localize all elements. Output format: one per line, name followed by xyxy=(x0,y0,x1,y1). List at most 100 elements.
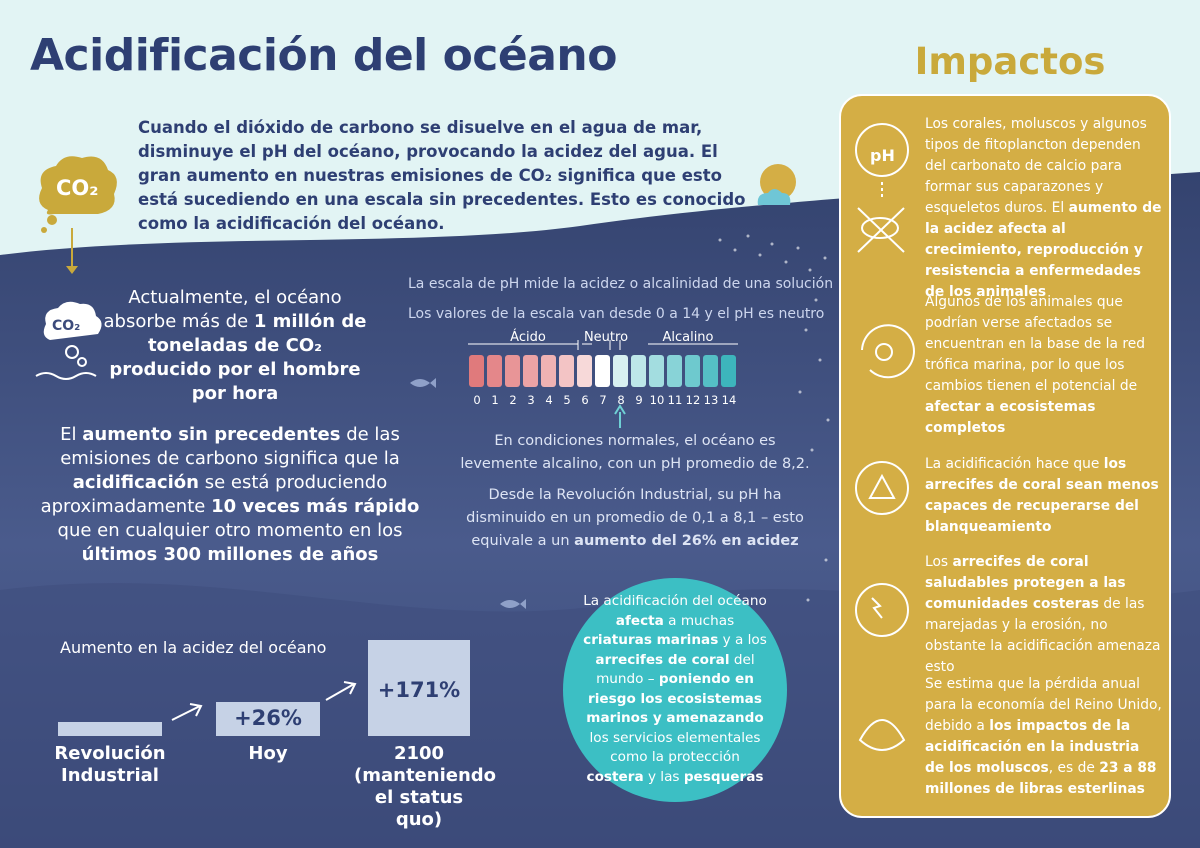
circle-bg xyxy=(563,578,787,802)
bubble xyxy=(65,345,79,359)
ph-arrow-head xyxy=(614,404,626,415)
text-run: Algunos de los animales que podrían vers… xyxy=(925,294,1145,394)
ph-number: 12 xyxy=(685,393,701,407)
absorb-text: Actualmente, el océano absorbe más de 1 … xyxy=(100,286,370,406)
text-run: últimos 300 millones de años xyxy=(81,544,379,565)
zone-brackets xyxy=(468,340,738,350)
text-run: Actualmente, el océano absorbe más de xyxy=(103,287,342,332)
text-run: arrecifes de coral saludables protegen a… xyxy=(925,554,1126,612)
text-run: acidificación xyxy=(72,472,199,493)
bar-shape xyxy=(368,640,470,736)
ph-number: 9 xyxy=(635,393,643,407)
arrow-head xyxy=(66,266,78,274)
bar-shape xyxy=(58,722,162,736)
bar-arrow xyxy=(171,703,203,721)
ph-cell xyxy=(649,355,664,387)
text-run: afectar a ecosistemas completos xyxy=(925,399,1096,436)
co2-icon-label: CO₂ xyxy=(56,176,99,200)
text-run: Desde la Revolución Industrial, su pH ha… xyxy=(466,487,804,549)
bar-value-label: +26% xyxy=(234,706,302,730)
impact-text: Algunos de los animales que podrían vers… xyxy=(925,292,1162,439)
impacts-title: Impactos xyxy=(914,40,1106,83)
ph-zone: Neutro xyxy=(583,330,629,345)
co2-bubble xyxy=(47,215,57,225)
ph-zone: Ácido xyxy=(510,330,546,345)
ph-line: La escala de pH mide la acidez o alcalin… xyxy=(408,276,834,292)
bar-arrow xyxy=(325,681,357,701)
fish xyxy=(410,378,436,388)
text-run: aumento del 26% en acidez xyxy=(574,533,799,549)
ph-number: 14 xyxy=(721,393,737,407)
impact-text: Los corales, moluscos y algunos tipos de… xyxy=(925,114,1162,303)
text-run: costera xyxy=(586,768,644,785)
ph-cell xyxy=(631,355,646,387)
ph-cell xyxy=(685,355,700,387)
ph-number: 1 xyxy=(491,393,499,407)
bar-value-label: +171% xyxy=(377,678,461,702)
text-run: 1 millón de toneladas de CO₂ producido p… xyxy=(109,311,367,404)
impact-text: Los arrecifes de coral saludables proteg… xyxy=(925,552,1162,678)
text-run: y las xyxy=(643,768,684,785)
text-run: los servicios elementales como la protec… xyxy=(589,729,761,766)
bar-label: 2100 (manteniendo el status quo) xyxy=(354,743,497,830)
wave xyxy=(35,372,97,380)
ph-number: 5 xyxy=(563,393,571,407)
title: Acidificación del océano xyxy=(30,30,617,81)
impact-text: Se estima que la pérdida anual para la e… xyxy=(925,674,1162,800)
text-run: se está produciendo aproximadamente xyxy=(40,472,388,517)
ph-number: 0 xyxy=(473,393,481,407)
text-run: 10 veces más rápido xyxy=(211,496,420,517)
ph-number: 6 xyxy=(581,393,589,407)
text-run: de las emisiones de carbono significa qu… xyxy=(60,424,400,469)
ph-number: 13 xyxy=(703,393,719,407)
intro: Cuando el dióxido de carbono se disuelve… xyxy=(138,118,746,233)
ph-cell xyxy=(487,355,502,387)
ph-cell xyxy=(703,355,718,387)
ph-number: 8 xyxy=(617,393,625,407)
ph-number: 7 xyxy=(599,393,607,407)
ph-cell xyxy=(613,355,628,387)
ph-number: 4 xyxy=(545,393,553,407)
ph-cell xyxy=(523,355,538,387)
ph-cell xyxy=(505,355,520,387)
ph-cell xyxy=(541,355,556,387)
text-run: los arrecifes de coral sean menos capace… xyxy=(925,456,1159,535)
text-run: aumento de la acidez afecta al crecimien… xyxy=(925,200,1162,300)
text-run: criaturas marinas xyxy=(583,632,719,648)
text-run: arrecifes de coral xyxy=(595,651,730,668)
text-run: Los xyxy=(925,554,953,570)
co2-bubble xyxy=(41,227,47,233)
chart-title: Aumento en la acidez del océano xyxy=(60,638,327,657)
text-run: afecta xyxy=(615,612,664,629)
increase-text: El aumento sin precedentes de las emisio… xyxy=(40,423,420,567)
text-run: aumento sin precedentes xyxy=(82,424,341,445)
fish xyxy=(500,599,526,609)
bar-label: Revolución Industrial xyxy=(54,743,166,786)
text-run: poniendo en riesgo los ecosistemas marin… xyxy=(586,671,764,726)
text-run: La acidificación del océano xyxy=(583,593,767,609)
ph-icon-label: pH xyxy=(870,146,895,165)
text-run: a muchas xyxy=(663,612,735,629)
ph-zone: Alcalino xyxy=(662,330,714,345)
text-run: de las marejadas y la erosión, no obstan… xyxy=(925,596,1161,675)
text-run: que en cualquier otro momento en los xyxy=(57,520,403,541)
ph-cell xyxy=(469,355,484,387)
ph-cell xyxy=(667,355,682,387)
text-run: La acidificación hace que xyxy=(925,456,1104,472)
ph-number: 3 xyxy=(527,393,535,407)
text-run: Se estima que la pérdida anual para la e… xyxy=(925,676,1162,734)
text-run: , es de xyxy=(1048,760,1100,776)
ph-cell xyxy=(577,355,592,387)
impact-icons xyxy=(855,123,915,751)
sun xyxy=(760,164,796,200)
text-run: los impactos de la acidificación en la i… xyxy=(925,718,1140,776)
text-run: del mundo – xyxy=(596,651,755,688)
ph-normal: En condiciones normales, el océano es le… xyxy=(460,433,810,472)
bubble xyxy=(77,357,87,367)
bar-label: Hoy xyxy=(248,743,288,764)
co2-cloud-small xyxy=(43,301,102,340)
co2-cloud xyxy=(39,156,117,215)
text-run: y a los xyxy=(718,632,767,648)
